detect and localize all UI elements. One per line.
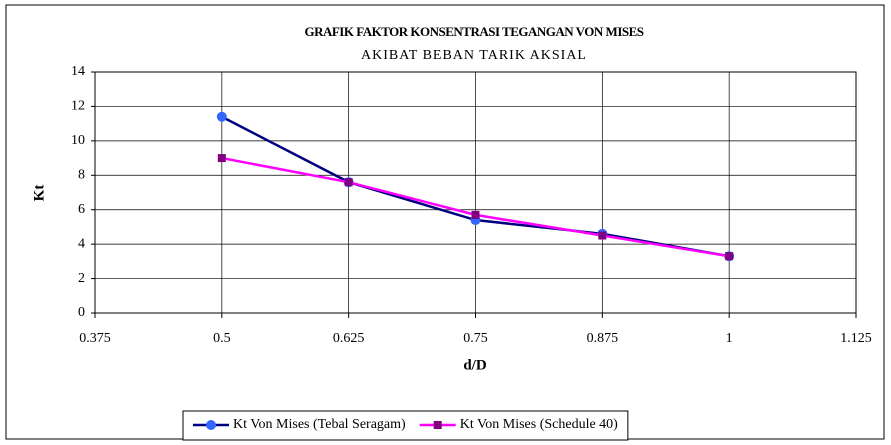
y-tick-label: 12 <box>71 99 85 114</box>
marker <box>598 231 607 240</box>
x-tick-label: 0.5 <box>213 331 231 346</box>
y-tick-label: 8 <box>78 168 85 183</box>
marker <box>217 154 226 163</box>
legend: Kt Von Mises (Tebal Seragam) Kt Von Mises… <box>182 410 629 441</box>
marker <box>344 178 353 187</box>
plot-area <box>94 71 857 314</box>
y-tick-label: 4 <box>78 236 85 251</box>
marker <box>206 420 216 430</box>
marker <box>216 111 227 122</box>
y-tick-label: 6 <box>78 202 85 217</box>
x-tick-label: 0.375 <box>79 331 111 346</box>
chart-subtitle: AKIBAT BEBAN TARIK AKSIAL <box>361 48 587 63</box>
marker <box>433 421 442 429</box>
marker <box>725 252 734 261</box>
x-axis-title: d/D <box>463 357 487 373</box>
chart-title: GRAFIK FAKTOR KONSENTRASI TEGANGAN VON M… <box>304 24 643 39</box>
legend-label: Kt Von Mises (Tebal Seragam) <box>233 417 406 432</box>
y-tick-label: 10 <box>71 133 85 148</box>
x-tick-label: 0.625 <box>333 331 365 346</box>
marker <box>471 210 480 219</box>
x-tick-label: 0.875 <box>587 331 619 346</box>
legend-box <box>182 410 629 441</box>
y-tick-label: 14 <box>71 64 85 79</box>
y-tick-label: 0 <box>78 305 85 320</box>
legend-label: Kt Von Mises (Schedule 40) <box>460 417 618 432</box>
y-axis-title: Kt <box>31 185 47 202</box>
y-tick-label: 2 <box>78 271 85 286</box>
x-tick-label: 0.75 <box>463 331 488 346</box>
x-tick-label: 1 <box>726 331 733 346</box>
x-tick-label: 1.125 <box>840 331 872 346</box>
chart-border <box>5 4 885 440</box>
